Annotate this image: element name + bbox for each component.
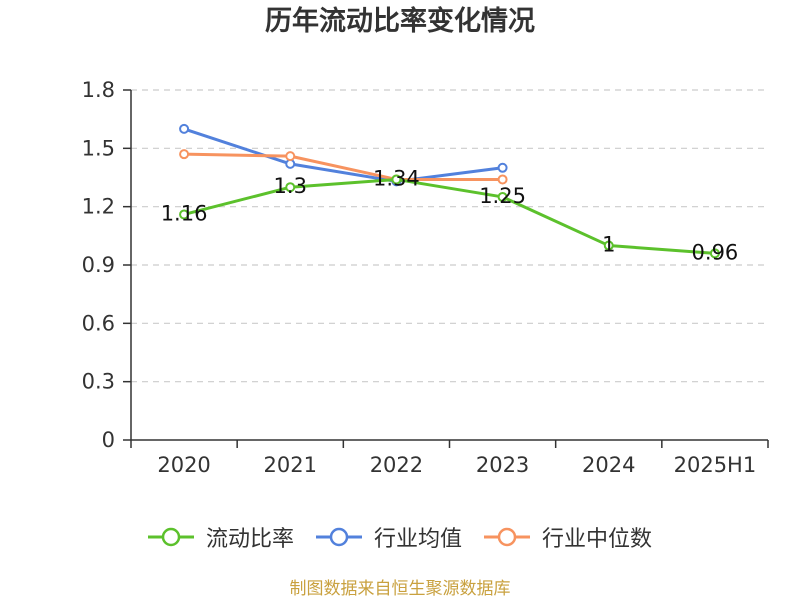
legend-label: 行业均值 xyxy=(373,527,462,552)
data-point xyxy=(285,182,296,193)
legend-item-industry-mean[interactable]: 行业均值 xyxy=(315,520,462,554)
data-point xyxy=(497,191,508,202)
series-line xyxy=(182,177,717,255)
legend-item-industry-median[interactable]: 行业中位数 xyxy=(484,520,652,554)
x-tick-label: 2023 xyxy=(476,453,529,477)
y-tick-label: 1.2 xyxy=(82,195,115,219)
series-line xyxy=(182,127,505,183)
legend-line-circle-icon xyxy=(147,527,194,547)
x-tick-label: 2020 xyxy=(157,453,210,477)
data-point xyxy=(497,174,508,185)
legend-label: 流动比率 xyxy=(205,527,294,552)
data-label: 1.25 xyxy=(479,184,526,208)
series-0 xyxy=(179,174,720,259)
data-point xyxy=(179,123,190,134)
legend-label: 行业中位数 xyxy=(542,527,653,552)
legend-line-circle-icon xyxy=(484,527,530,547)
series-line xyxy=(182,152,505,181)
data-label: 0.96 xyxy=(692,240,739,264)
data-point xyxy=(285,151,296,162)
y-tick-label: 0 xyxy=(102,428,115,452)
data-label: 1.3 xyxy=(274,174,307,198)
chart-legend: 流动比率 行业均值 行业中位数 xyxy=(0,520,800,554)
data-source-note: 制图数据来自恒生聚源数据库 xyxy=(289,579,511,599)
data-label: 1.34 xyxy=(373,166,420,190)
data-point xyxy=(603,240,614,251)
data-point xyxy=(709,248,720,259)
x-tick-label: 2025H1 xyxy=(674,453,757,477)
x-tick-label: 2021 xyxy=(264,453,317,477)
x-tick-label: 2024 xyxy=(582,453,635,477)
y-tick-label: 1.5 xyxy=(82,136,115,160)
data-point xyxy=(497,162,508,173)
chart-title: 历年流动比率变化情况 xyxy=(265,6,535,37)
legend-item-current-ratio[interactable]: 流动比率 xyxy=(147,520,294,554)
y-tick-label: 1.8 xyxy=(82,78,115,102)
data-point xyxy=(179,149,190,160)
y-tick-label: 0.9 xyxy=(82,253,115,277)
data-label: 1 xyxy=(602,233,615,257)
series-2 xyxy=(179,149,508,185)
data-point xyxy=(391,174,402,185)
data-point xyxy=(179,209,190,220)
x-tick-label: 2022 xyxy=(370,453,423,477)
y-tick-label: 0.3 xyxy=(82,370,115,394)
y-tick-label: 0.6 xyxy=(82,311,115,335)
data-label: 1.16 xyxy=(161,201,208,225)
legend-line-circle-icon xyxy=(315,527,362,547)
